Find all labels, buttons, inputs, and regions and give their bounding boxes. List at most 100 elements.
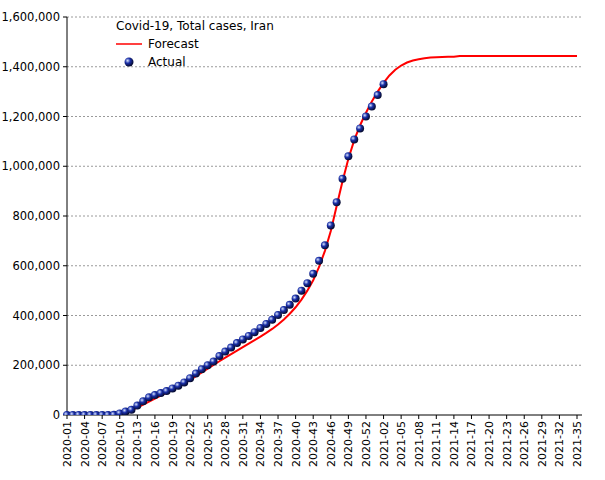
title: Covid-19, Total cases, Iran bbox=[116, 19, 274, 33]
actual-point bbox=[315, 257, 323, 265]
actual-point bbox=[333, 198, 341, 206]
x-tick-label: 2021-23 bbox=[501, 421, 514, 467]
actual-point bbox=[374, 91, 382, 99]
grid-line bbox=[67, 315, 582, 316]
x-tick bbox=[541, 415, 542, 419]
y-axis bbox=[67, 17, 68, 415]
y-tick bbox=[63, 116, 67, 117]
actual-point bbox=[362, 113, 370, 121]
x-tick-label: 2020-28 bbox=[219, 421, 232, 467]
y-tick bbox=[63, 216, 67, 217]
x-tick-label: 2021-11 bbox=[430, 421, 443, 467]
legend-label: Forecast bbox=[148, 37, 199, 51]
x-tick-label: 2021-05 bbox=[395, 421, 408, 467]
x-tick bbox=[84, 415, 85, 419]
legend-swatch bbox=[125, 58, 134, 67]
x-tick-label: 2021-08 bbox=[413, 421, 426, 467]
x-tick bbox=[295, 415, 296, 419]
x-tick bbox=[67, 415, 68, 419]
grid-line bbox=[67, 216, 582, 217]
x-tick bbox=[242, 415, 243, 419]
actual-point bbox=[321, 241, 329, 249]
x-tick-label: 2021-29 bbox=[536, 421, 549, 467]
x-tick bbox=[154, 415, 155, 419]
y-tick-label: 400,000 bbox=[12, 309, 60, 323]
x-tick-label: 2020-52 bbox=[360, 421, 373, 467]
x-tick bbox=[524, 415, 525, 419]
actual-point bbox=[344, 152, 352, 160]
x-tick bbox=[225, 415, 226, 419]
x-tick-label: 2020-43 bbox=[307, 421, 320, 467]
x-tick bbox=[489, 415, 490, 419]
y-tick-label: 0 bbox=[53, 408, 60, 422]
plot-area bbox=[63, 56, 577, 415]
x-tick bbox=[471, 415, 472, 419]
grid-line bbox=[67, 365, 582, 366]
x-tick-label: 2021-20 bbox=[483, 421, 496, 467]
x-tick bbox=[137, 415, 138, 419]
y-tick bbox=[63, 166, 67, 167]
y-tick-label: 1,000,000 bbox=[1, 159, 60, 173]
y-tick-label: 600,000 bbox=[12, 259, 60, 273]
legend-swatch bbox=[116, 43, 142, 45]
actual-point bbox=[210, 358, 218, 366]
x-tick-label: 2021-17 bbox=[465, 421, 478, 467]
x-tick-label: 2020-22 bbox=[184, 421, 197, 467]
x-tick bbox=[278, 415, 279, 419]
y-tick bbox=[63, 66, 67, 67]
x-tick bbox=[383, 415, 384, 419]
actual-point bbox=[339, 175, 347, 183]
x-tick-label: 2020-46 bbox=[325, 421, 338, 467]
x-tick bbox=[418, 415, 419, 419]
x-tick-label: 2020-25 bbox=[202, 421, 215, 467]
chart: 0200,000400,000600,000800,0001,000,0001,… bbox=[0, 0, 605, 480]
actual-point bbox=[297, 287, 305, 295]
x-tick-label: 2020-37 bbox=[272, 421, 285, 467]
x-tick-label: 2020-34 bbox=[254, 421, 267, 467]
y-tick bbox=[63, 315, 67, 316]
x-tick-label: 2021-32 bbox=[553, 421, 566, 467]
actual-point bbox=[327, 221, 335, 229]
x-tick bbox=[172, 415, 173, 419]
x-tick bbox=[190, 415, 191, 419]
x-tick bbox=[559, 415, 560, 419]
y-tick bbox=[63, 265, 67, 266]
grid-line bbox=[67, 265, 582, 266]
y-tick bbox=[63, 365, 67, 366]
x-tick-label: 2020-01 bbox=[61, 421, 74, 467]
x-tick-label: 2021-02 bbox=[378, 421, 391, 467]
actual-point bbox=[309, 270, 317, 278]
x-tick-label: 2020-49 bbox=[342, 421, 355, 467]
x-tick-label: 2020-10 bbox=[114, 421, 127, 467]
x-tick-label: 2020-04 bbox=[79, 421, 92, 467]
x-tick bbox=[102, 415, 103, 419]
y-tick-label: 200,000 bbox=[12, 358, 60, 372]
legend-label: Actual bbox=[148, 55, 186, 69]
actual-point bbox=[303, 279, 311, 287]
y-tick-label: 1,200,000 bbox=[1, 110, 60, 124]
x-tick-label: 2020-31 bbox=[237, 421, 250, 467]
x-tick bbox=[348, 415, 349, 419]
actual-point bbox=[350, 135, 358, 143]
forecast-line bbox=[67, 56, 577, 415]
grid-line bbox=[67, 66, 582, 67]
actual-point bbox=[368, 103, 376, 111]
actual-point bbox=[356, 124, 364, 132]
x-tick bbox=[330, 415, 331, 419]
grid-line bbox=[67, 17, 582, 18]
x-tick bbox=[365, 415, 366, 419]
x-tick-label: 2021-35 bbox=[571, 421, 584, 467]
x-tick-label: 2020-40 bbox=[290, 421, 303, 467]
actual-point bbox=[286, 301, 294, 309]
x-tick bbox=[207, 415, 208, 419]
x-tick bbox=[436, 415, 437, 419]
y-tick-label: 1,600,000 bbox=[1, 10, 60, 24]
grid-line bbox=[67, 116, 582, 117]
x-tick-label: 2021-14 bbox=[448, 421, 461, 467]
x-tick bbox=[506, 415, 507, 419]
x-tick-label: 2020-13 bbox=[131, 421, 144, 467]
x-tick-label: 2020-07 bbox=[96, 421, 109, 467]
x-tick bbox=[453, 415, 454, 419]
x-tick-label: 2020-16 bbox=[149, 421, 162, 467]
x-tick bbox=[260, 415, 261, 419]
